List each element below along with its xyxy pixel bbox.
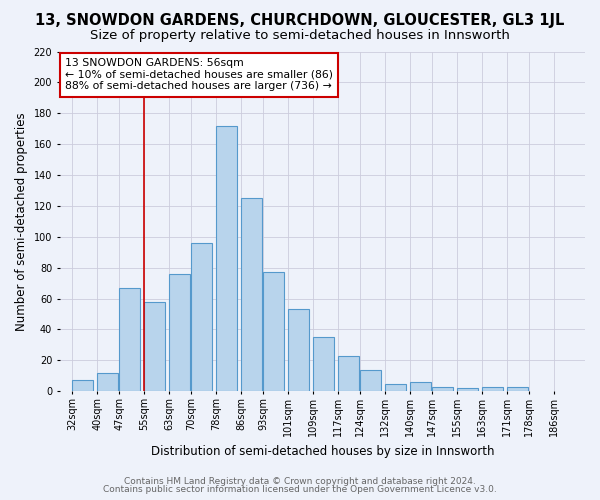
Bar [457,388,478,391]
Y-axis label: Number of semi-detached properties: Number of semi-detached properties [15,112,28,330]
X-axis label: Distribution of semi-detached houses by size in Innsworth: Distribution of semi-detached houses by … [151,444,494,458]
Bar [482,386,503,391]
Bar [241,198,262,391]
Bar [288,310,309,391]
Bar [216,126,237,391]
Bar [385,384,406,391]
Text: 13 SNOWDON GARDENS: 56sqm
← 10% of semi-detached houses are smaller (86)
88% of : 13 SNOWDON GARDENS: 56sqm ← 10% of semi-… [65,58,333,92]
Bar [263,272,284,391]
Bar [191,243,212,391]
Text: Contains public sector information licensed under the Open Government Licence v3: Contains public sector information licen… [103,485,497,494]
Bar [360,370,381,391]
Bar [313,337,334,391]
Bar [432,386,453,391]
Bar [410,382,431,391]
Text: Contains HM Land Registry data © Crown copyright and database right 2024.: Contains HM Land Registry data © Crown c… [124,477,476,486]
Bar [97,372,118,391]
Text: Size of property relative to semi-detached houses in Innsworth: Size of property relative to semi-detach… [90,29,510,42]
Bar [507,386,528,391]
Text: 13, SNOWDON GARDENS, CHURCHDOWN, GLOUCESTER, GL3 1JL: 13, SNOWDON GARDENS, CHURCHDOWN, GLOUCES… [35,12,565,28]
Bar [169,274,190,391]
Bar [73,380,93,391]
Bar [144,302,165,391]
Bar [338,356,359,391]
Bar [119,288,140,391]
